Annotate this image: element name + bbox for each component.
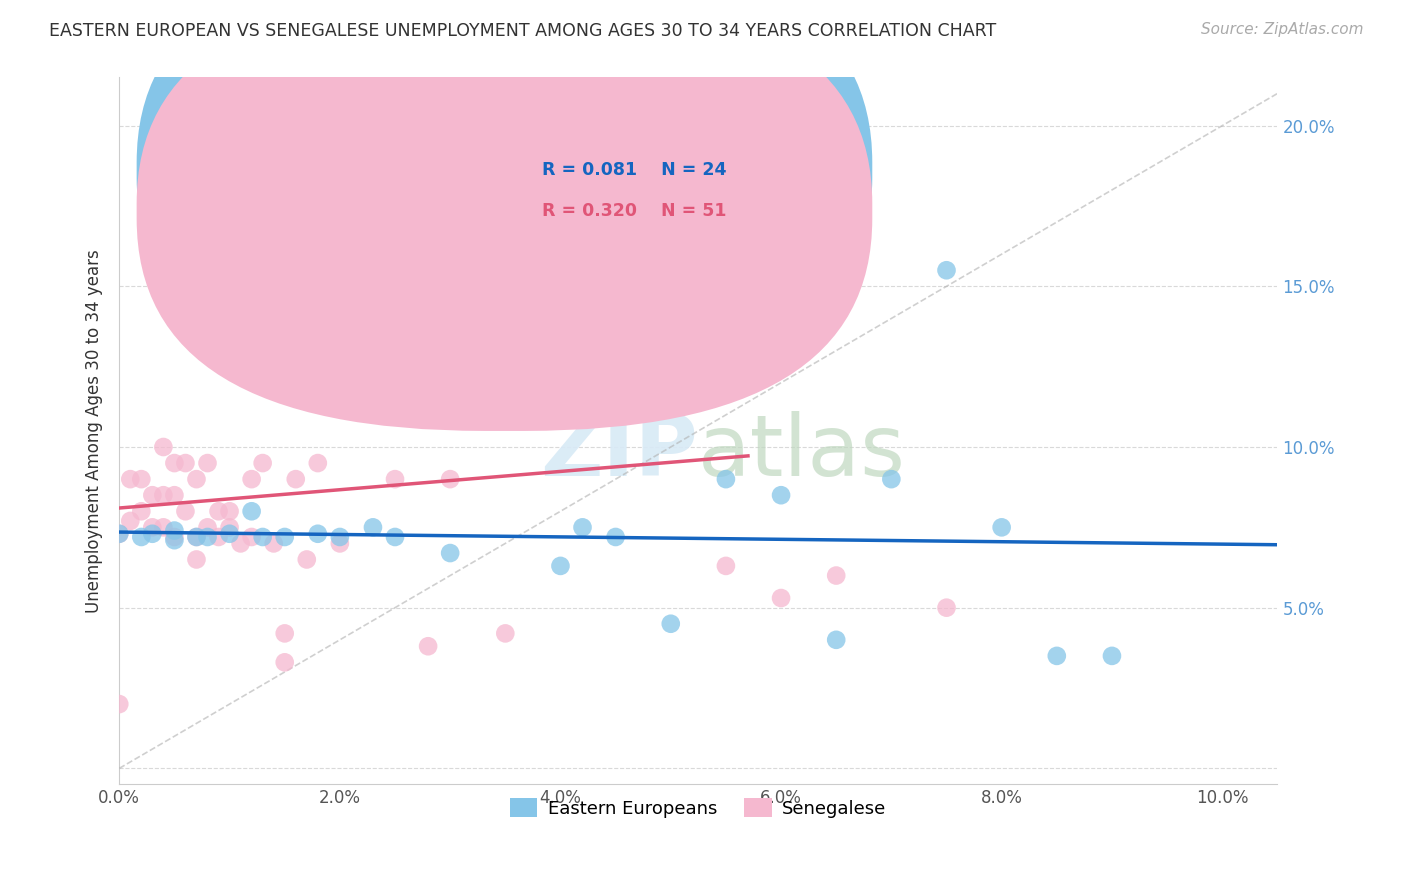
Point — [494, 626, 516, 640]
Point — [659, 231, 682, 245]
Point — [361, 520, 384, 534]
Point — [659, 616, 682, 631]
Point — [174, 504, 197, 518]
Point — [274, 530, 297, 544]
Point — [163, 488, 186, 502]
Point — [163, 533, 186, 548]
Point — [571, 199, 593, 213]
Point — [384, 530, 406, 544]
Point — [229, 536, 252, 550]
Point — [141, 488, 163, 502]
Y-axis label: Unemployment Among Ages 30 to 34 years: Unemployment Among Ages 30 to 34 years — [86, 249, 103, 613]
Text: EASTERN EUROPEAN VS SENEGALESE UNEMPLOYMENT AMONG AGES 30 TO 34 YEARS CORRELATIO: EASTERN EUROPEAN VS SENEGALESE UNEMPLOYM… — [49, 22, 997, 40]
Point — [131, 530, 153, 544]
Point — [825, 632, 848, 647]
Point — [714, 558, 737, 573]
Point — [550, 231, 572, 245]
Point — [152, 440, 174, 454]
Point — [197, 456, 219, 470]
Point — [240, 504, 263, 518]
Point — [218, 504, 240, 518]
Text: atlas: atlas — [699, 410, 907, 493]
Point — [218, 520, 240, 534]
Point — [605, 530, 627, 544]
Point — [240, 530, 263, 544]
Text: R = 0.081    N = 24: R = 0.081 N = 24 — [543, 161, 727, 179]
Point — [880, 472, 903, 486]
FancyBboxPatch shape — [136, 0, 872, 431]
Point — [108, 526, 131, 541]
Point — [329, 183, 352, 197]
Point — [307, 456, 329, 470]
Legend: Eastern Europeans, Senegalese: Eastern Europeans, Senegalese — [503, 791, 894, 825]
Point — [416, 639, 439, 653]
Point — [1046, 648, 1069, 663]
Point — [439, 546, 461, 560]
Point — [770, 591, 793, 605]
Point — [384, 472, 406, 486]
Point — [350, 231, 373, 245]
Point — [935, 263, 957, 277]
FancyBboxPatch shape — [136, 0, 872, 390]
Point — [439, 472, 461, 486]
Point — [163, 530, 186, 544]
Point — [163, 524, 186, 538]
Point — [307, 526, 329, 541]
Text: ZIP: ZIP — [540, 410, 699, 493]
Point — [163, 456, 186, 470]
Point — [550, 558, 572, 573]
Point — [605, 327, 627, 342]
FancyBboxPatch shape — [456, 127, 733, 247]
Point — [197, 520, 219, 534]
Text: R = 0.320    N = 51: R = 0.320 N = 51 — [543, 202, 727, 220]
Point — [252, 456, 274, 470]
Text: Source: ZipAtlas.com: Source: ZipAtlas.com — [1201, 22, 1364, 37]
Point — [131, 472, 153, 486]
Point — [935, 600, 957, 615]
Point — [361, 295, 384, 310]
Point — [274, 656, 297, 670]
Point — [329, 536, 352, 550]
Point — [1101, 648, 1123, 663]
Point — [197, 530, 219, 544]
Point — [186, 552, 208, 566]
Point — [186, 530, 208, 544]
Point — [141, 520, 163, 534]
Point — [284, 472, 307, 486]
Point — [152, 488, 174, 502]
Point — [990, 520, 1012, 534]
Point — [131, 504, 153, 518]
Point — [274, 626, 297, 640]
Point — [240, 472, 263, 486]
Point — [152, 520, 174, 534]
Point — [207, 530, 229, 544]
Point — [120, 514, 142, 528]
Point — [186, 472, 208, 486]
Point — [571, 520, 593, 534]
Point — [295, 552, 318, 566]
Point — [770, 488, 793, 502]
Point — [714, 472, 737, 486]
Point — [141, 526, 163, 541]
Point — [329, 530, 352, 544]
Point — [825, 568, 848, 582]
Point — [218, 526, 240, 541]
Point — [263, 536, 285, 550]
Point — [120, 472, 142, 486]
Point — [186, 530, 208, 544]
Point — [252, 530, 274, 544]
Point — [207, 504, 229, 518]
Point — [108, 697, 131, 711]
Point — [108, 526, 131, 541]
Point — [174, 456, 197, 470]
